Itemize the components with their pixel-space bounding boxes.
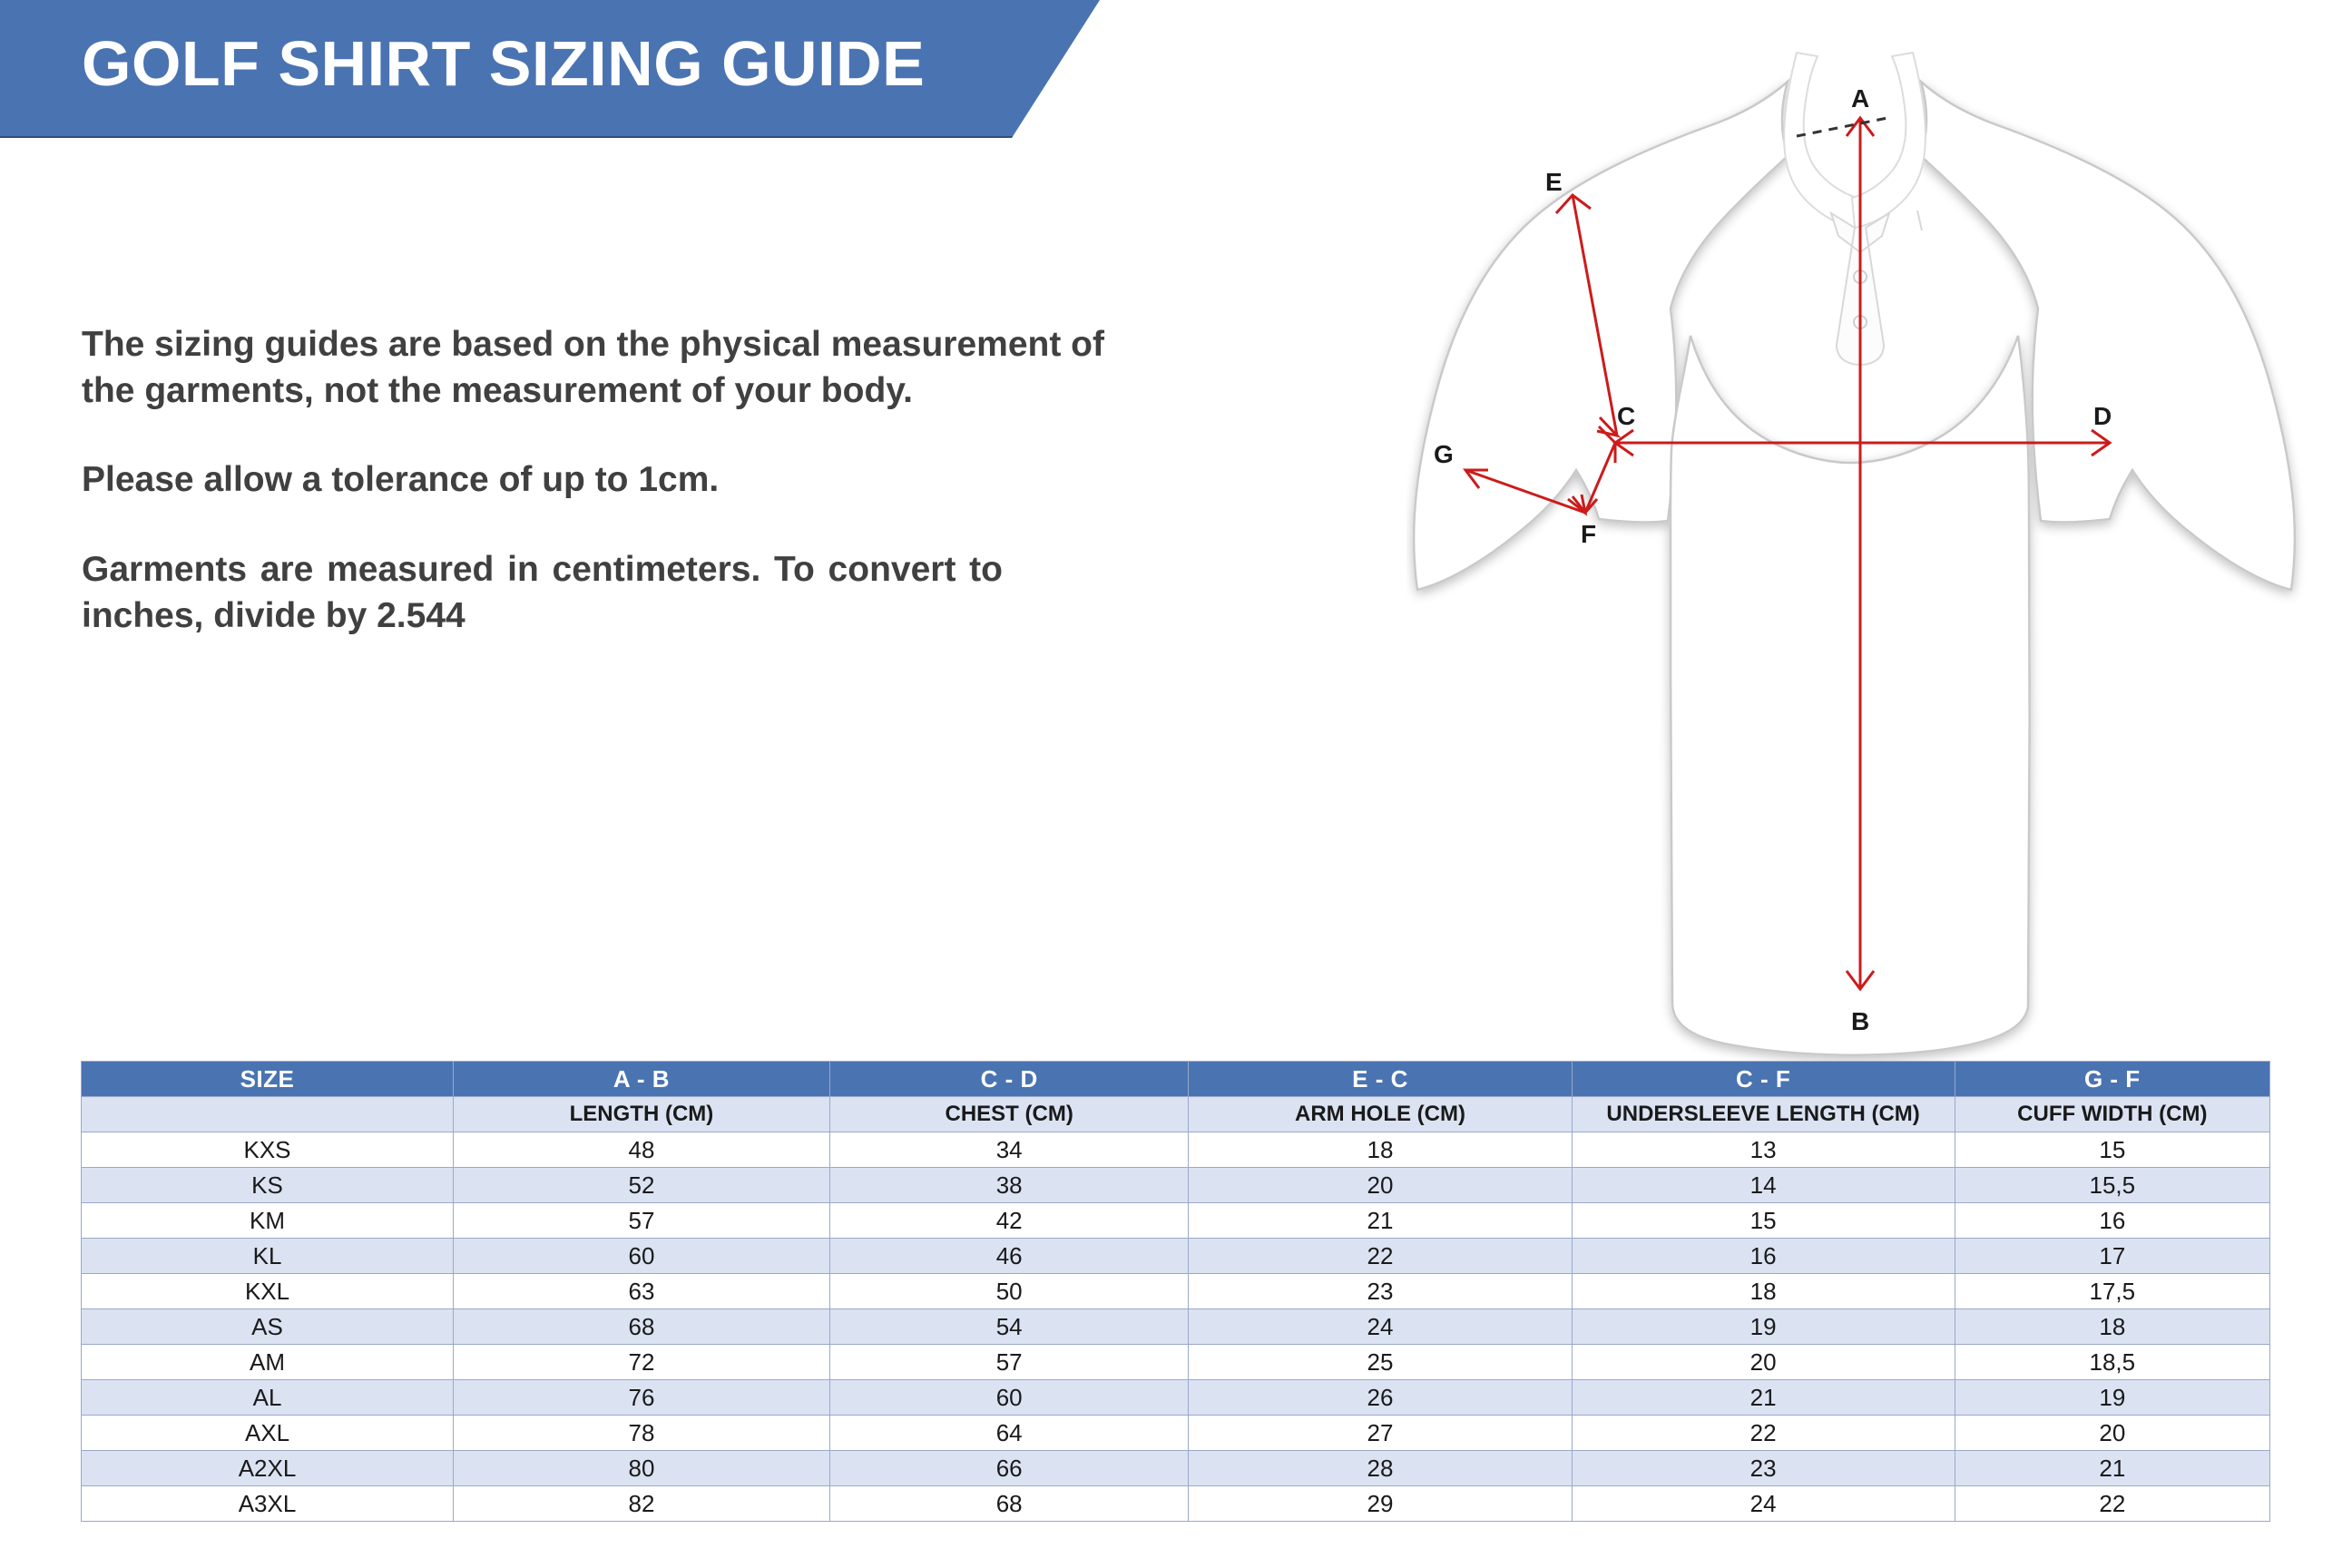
svg-text:D: D	[2093, 402, 2112, 430]
svg-text:E: E	[1545, 168, 1563, 196]
svg-text:B: B	[1851, 1007, 1869, 1035]
svg-text:C: C	[1617, 402, 1635, 430]
svg-text:G: G	[1434, 440, 1454, 468]
svg-text:F: F	[1581, 520, 1596, 548]
svg-text:A: A	[1851, 84, 1869, 113]
